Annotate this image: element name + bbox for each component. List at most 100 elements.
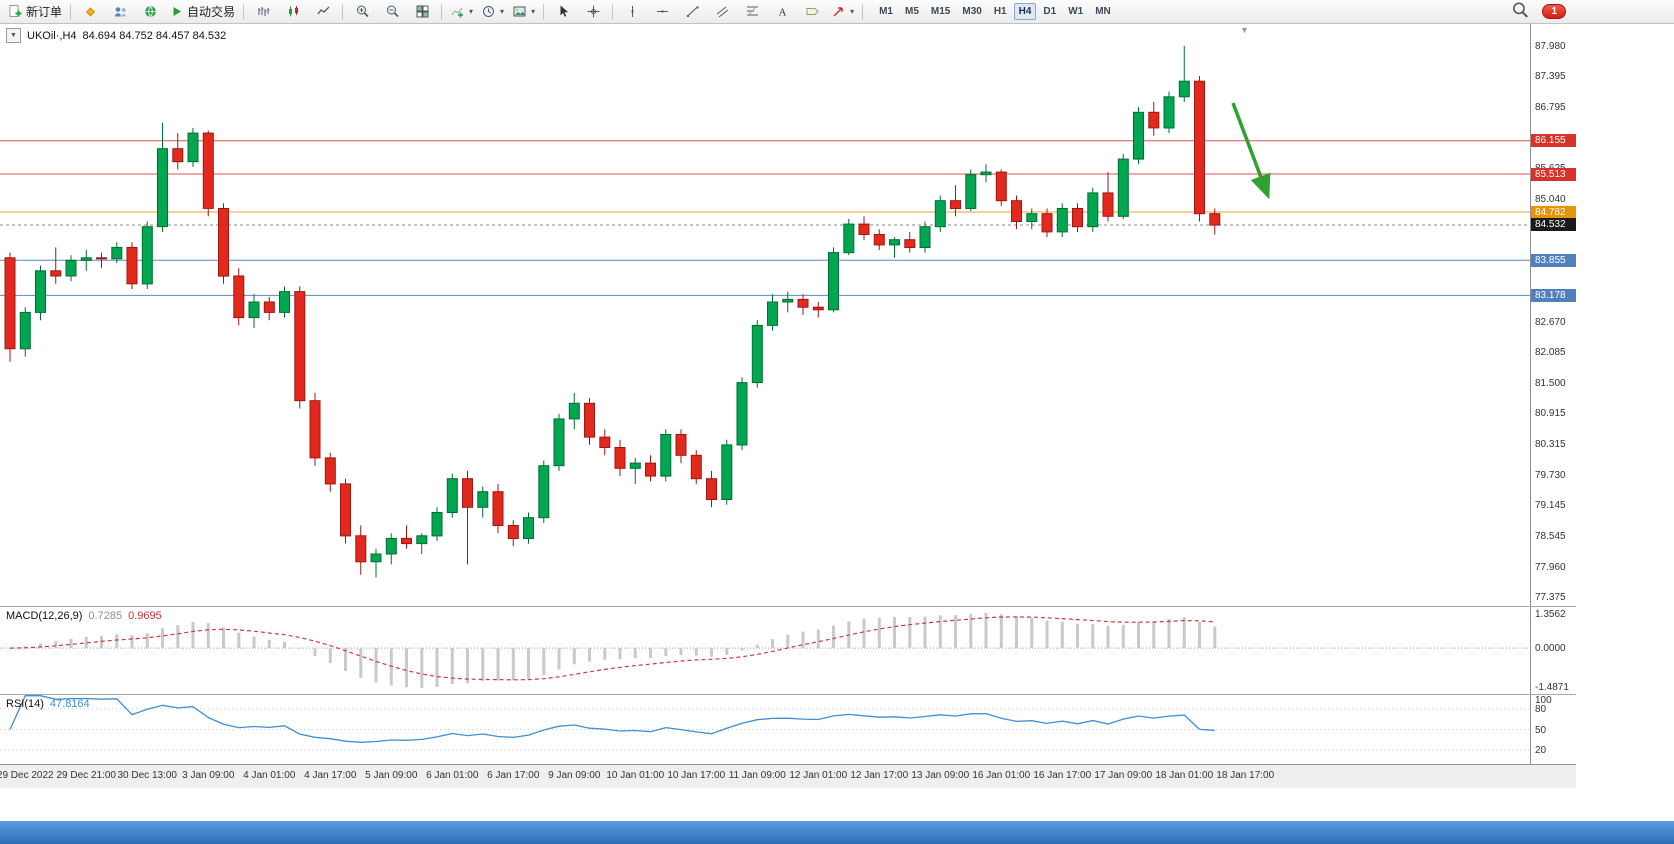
time-label: 10 Jan 01:00 (606, 770, 665, 781)
text-icon: A (778, 7, 786, 19)
autotrade-button[interactable]: 自动交易 (165, 1, 239, 23)
periods-button[interactable]: ▾ (477, 1, 508, 23)
chart-window: ▼ UKOil·,H4 84.694 84.752 84.457 84.532 … (0, 24, 1576, 788)
price-tick: 82.085 (1535, 347, 1566, 359)
time-label: 16 Jan 17:00 (1033, 770, 1092, 781)
price-tick: 80.915 (1535, 407, 1566, 419)
arrows-button[interactable]: ▾ (827, 1, 858, 23)
price-tick: 79.730 (1535, 469, 1566, 481)
price-axis[interactable]: 87.98087.39586.79585.62585.04082.67082.0… (1531, 24, 1576, 606)
timeframe-m1[interactable]: M1 (879, 6, 893, 17)
price-badge-85.513: 85.513 (1531, 167, 1576, 181)
text-button[interactable]: A (767, 1, 797, 23)
label-button[interactable] (797, 1, 827, 23)
zoom-in-button[interactable] (347, 1, 377, 23)
time-label: 30 Dec 13:00 (117, 770, 178, 781)
chart-dropdown-button[interactable]: ▼ (6, 28, 21, 43)
arrow-tool-icon (833, 7, 843, 17)
timeframe-m15[interactable]: M15 (930, 6, 951, 17)
tile-windows-button[interactable] (407, 1, 437, 23)
time-label: 12 Jan 17:00 (850, 770, 909, 781)
profiles-button[interactable] (105, 1, 135, 23)
timeframe-bar: M1 M5 M15 M30 H1 H4 D1 W1 MN (873, 3, 1117, 20)
taskbar (0, 821, 1674, 844)
price-badge-83.855: 83.855 (1531, 253, 1576, 267)
macd-axis-tick: 1.3562 (1535, 609, 1566, 620)
toolbar-separator (862, 3, 864, 20)
timeframe-h1[interactable]: H1 (993, 6, 1007, 17)
timeframe-h4[interactable]: H4 (1013, 3, 1037, 20)
templates-button[interactable]: ▾ (508, 1, 539, 23)
new-order-button[interactable]: 新订单 (4, 1, 66, 23)
clock-icon (483, 6, 495, 17)
price-badge-84.532: 84.532 (1531, 218, 1576, 232)
time-label: 10 Jan 17:00 (667, 770, 726, 781)
mql5-button[interactable] (75, 1, 105, 23)
price-tick: 85.040 (1535, 193, 1566, 205)
fibo-icon (746, 5, 758, 17)
macd-label: MACD(12,26,9) 0.7285 0.9695 (6, 610, 162, 622)
new-order-button-label: 新订单 (26, 5, 63, 19)
timeframe-m30[interactable]: M30 (962, 6, 982, 17)
trendline-icon (686, 6, 699, 17)
crosshair-icon (587, 5, 600, 18)
time-label: 4 Jan 17:00 (304, 770, 357, 781)
price-chart-plot[interactable]: ▼ UKOil·,H4 84.694 84.752 84.457 84.532 … (0, 24, 1531, 606)
fibonacci-button[interactable] (737, 1, 767, 23)
hline-icon (656, 10, 668, 13)
time-label: 18 Jan 17:00 (1216, 770, 1275, 781)
zoom-in-icon (356, 5, 369, 18)
search-icon[interactable] (1511, 1, 1529, 23)
macd-axis[interactable]: 1.3562 0.0000 -1.4871 (1531, 607, 1576, 694)
chart-symbol-period: UKOil·,H4 (27, 29, 77, 42)
vertical-line-button[interactable] (617, 1, 647, 23)
zoom-out-button[interactable] (377, 1, 407, 23)
time-label: 16 Jan 01:00 (972, 770, 1031, 781)
bar-chart-button[interactable] (248, 1, 278, 23)
time-label: 6 Jan 17:00 (487, 770, 540, 781)
price-tick: 86.795 (1535, 102, 1566, 114)
timeframe-d1[interactable]: D1 (1043, 6, 1057, 17)
vline-icon (631, 6, 634, 17)
horizontal-line-button[interactable] (647, 1, 677, 23)
indicators-button[interactable]: ▾ (446, 1, 477, 23)
channel-button[interactable] (707, 1, 737, 23)
macd-panel[interactable]: MACD(12,26,9) 0.7285 0.9695 (0, 607, 1531, 694)
time-label: 29 Dec 21:00 (56, 770, 117, 781)
chart-ohlc-values: 84.694 84.752 84.457 84.532 (82, 29, 227, 42)
community-button[interactable] (135, 1, 165, 23)
candle-chart-button[interactable] (278, 1, 308, 23)
chart-candles-icon (288, 6, 298, 17)
chart-shift-marker[interactable]: ▼ (1240, 25, 1249, 35)
line-chart-button[interactable] (308, 1, 338, 23)
panel-separator[interactable] (0, 694, 1576, 695)
macd-axis-tick: 0.0000 (1535, 643, 1566, 655)
time-axis[interactable]: 29 Dec 2022 29 Dec 21:00 30 Dec 13:00 3 Jan… (0, 764, 1576, 788)
time-label: 13 Jan 09:00 (911, 770, 970, 781)
macd-signal-value: 0.9695 (128, 610, 162, 622)
crosshair-button[interactable] (578, 1, 608, 23)
new-order-icon (9, 5, 22, 17)
notification-badge[interactable]: 1 (1542, 4, 1566, 19)
time-label: 17 Jan 09:00 (1094, 770, 1153, 781)
chart-bars-icon (258, 7, 270, 16)
price-badge-84.782: 84.782 (1531, 205, 1576, 219)
price-tick: 79.145 (1535, 499, 1566, 511)
rsi-axis[interactable]: 100 80 50 20 (1531, 695, 1576, 764)
toolbar-separator (441, 3, 443, 20)
rsi-panel[interactable]: RSI(14) 47.8164 (0, 695, 1531, 764)
macd-main-value: 0.7285 (88, 610, 123, 622)
tile-windows-icon (416, 5, 429, 18)
panel-separator[interactable] (0, 606, 1576, 607)
cursor-icon (560, 5, 568, 17)
indicators-icon (451, 7, 464, 18)
toolbar-separator (612, 3, 614, 20)
main-toolbar: 新订单 自动交易 ▾ ▾ ▾ A ▾ M1 M5 M15 M30 H1 H4 D1 W1 MN 1 (0, 0, 1674, 24)
timeframe-mn[interactable]: MN (1095, 6, 1111, 17)
price-tick: 81.500 (1535, 377, 1566, 389)
cursor-button[interactable] (548, 1, 578, 23)
price-tick: 77.960 (1535, 561, 1566, 573)
timeframe-w1[interactable]: W1 (1068, 6, 1084, 17)
trendline-button[interactable] (677, 1, 707, 23)
timeframe-m5[interactable]: M5 (905, 6, 919, 17)
